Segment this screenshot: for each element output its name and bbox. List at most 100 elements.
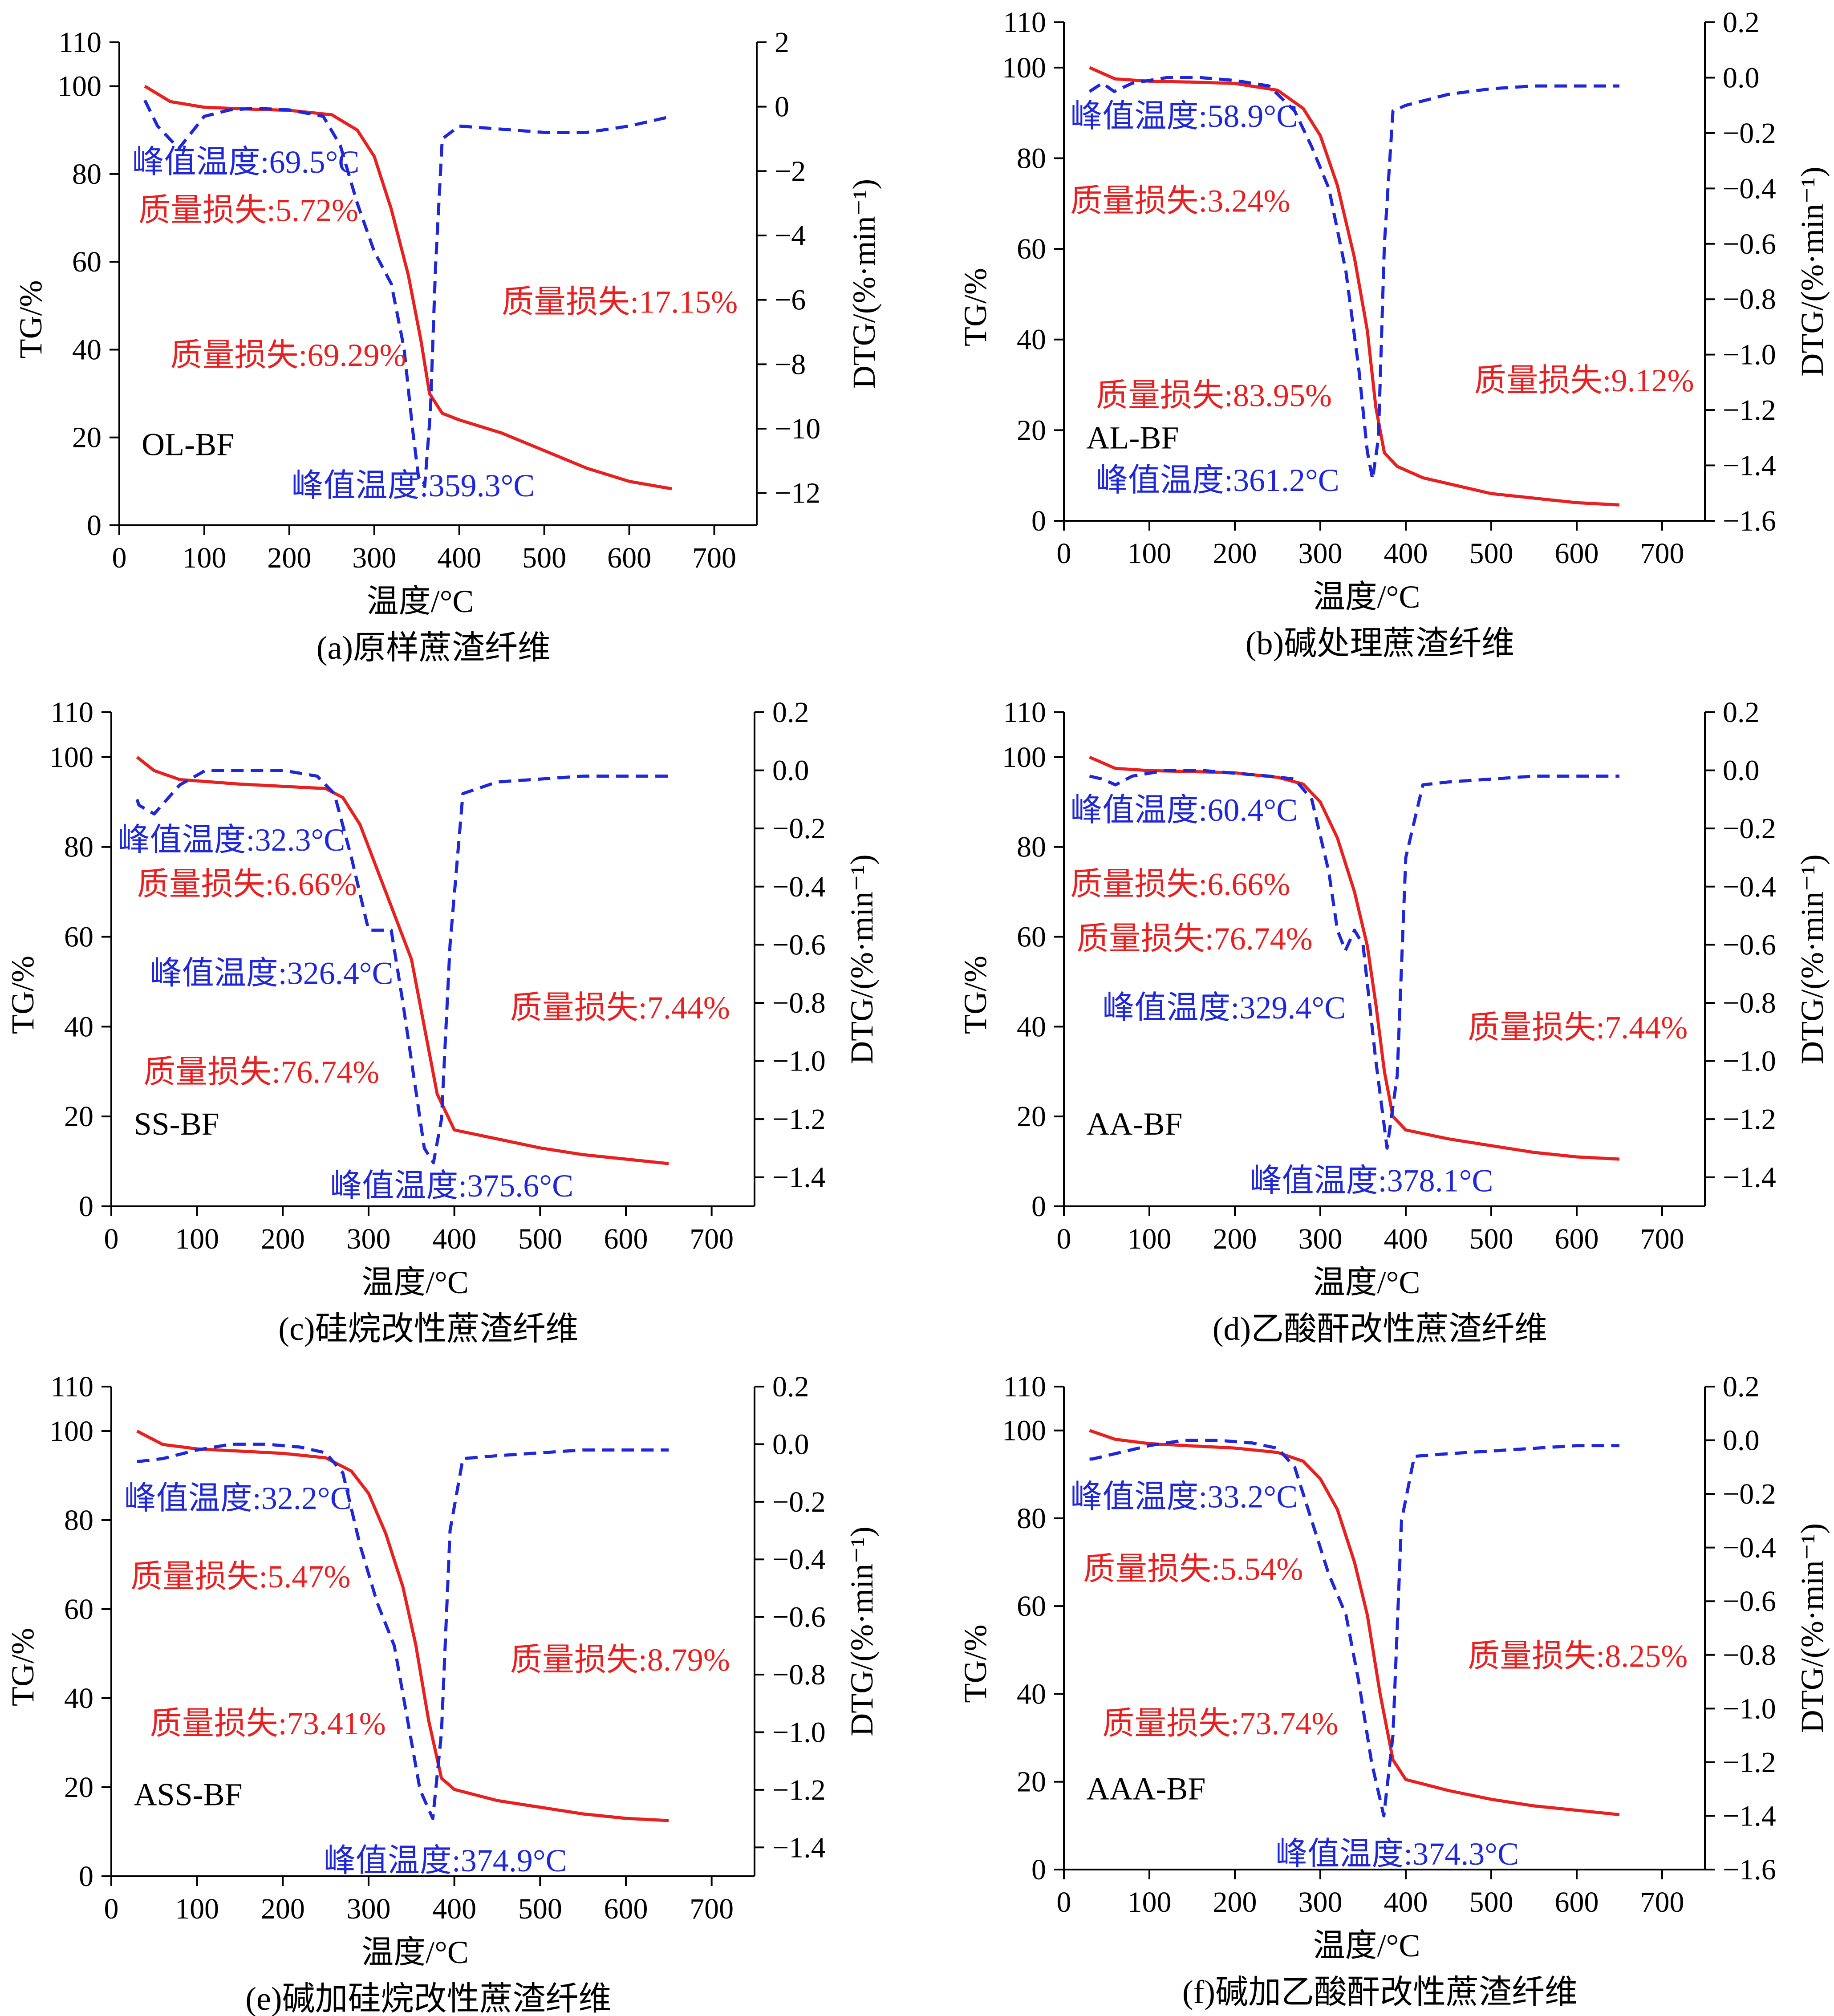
x-axis-title: 温度/°C: [361, 1935, 469, 1970]
y-right-tick-label: 0.2: [1723, 6, 1760, 39]
x-tick-label: 700: [690, 1893, 734, 1925]
y-left-tick-label: 100: [1002, 52, 1046, 84]
x-tick-label: 0: [1057, 1886, 1071, 1919]
panel-caption: (f)碱加乙酸酐改性蔗渣纤维: [1182, 1974, 1578, 2011]
y-right-tick-label: 0.2: [772, 1371, 809, 1403]
y-right-tick-label: −0.6: [1723, 1585, 1776, 1618]
annotation-label: 峰值温度:329.4°C: [1102, 990, 1346, 1026]
panel-caption: (d)乙酸酐改性蔗渣纤维: [1213, 1311, 1547, 1347]
y-left-tick-label: 20: [64, 1100, 93, 1133]
dtg-curve: [1089, 1439, 1619, 1817]
x-axis-title: 温度/°C: [1313, 1265, 1420, 1300]
y-left-tick-label: 110: [1003, 1371, 1046, 1403]
x-tick-label: 400: [432, 1223, 476, 1255]
y-left-tick-label: 110: [50, 696, 93, 729]
annotation-label: 峰值温度:32.2°C: [124, 1481, 352, 1516]
y-right-tick-label: −1.0: [772, 1045, 826, 1078]
y-right-tick-label: −0.2: [1723, 117, 1776, 150]
sample-label: OL-BF: [142, 427, 234, 462]
y-left-tick-label: 110: [58, 26, 101, 59]
y-right-tick-label: −1.4: [1723, 1800, 1776, 1832]
x-tick-label: 0: [112, 542, 127, 574]
x-tick-label: 100: [175, 1893, 219, 1925]
annotation-label: 峰值温度:374.9°C: [324, 1843, 567, 1878]
x-tick-label: 200: [261, 1893, 305, 1925]
x-tick-label: 200: [267, 542, 311, 574]
x-tick-label: 200: [1213, 1223, 1257, 1255]
y-left-tick-label: 110: [1003, 696, 1046, 729]
y-left-tick-label: 40: [64, 1010, 93, 1043]
y-right-tick-label: −0.4: [1723, 1532, 1776, 1564]
annotation-label: 质量损失:73.41%: [150, 1706, 386, 1741]
x-tick-label: 0: [104, 1893, 119, 1925]
y-right-tick-label: −1.4: [1723, 1161, 1776, 1194]
sample-label: SS-BF: [134, 1106, 219, 1142]
x-tick-label: 600: [1555, 537, 1599, 570]
x-tick-label: 0: [1057, 1223, 1071, 1255]
x-tick-label: 400: [1384, 1223, 1428, 1255]
chart-panel-c: 0 100 200 300 400 500 600 700 0 20 40 60 80 100 110 0.2…: [5, 696, 880, 1347]
y-right-axis-title: DTG/(%·min⁻¹): [846, 179, 882, 389]
x-tick-label: 200: [1213, 1886, 1257, 1919]
tg-curve: [1089, 755, 1620, 1161]
panel-caption: (b)碱处理蔗渣纤维: [1246, 625, 1514, 662]
y-right-tick-label: −1.2: [772, 1774, 826, 1806]
x-tick-label: 600: [607, 542, 651, 574]
annotation-label: 质量损失:6.66%: [1070, 867, 1290, 902]
x-tick-label: 600: [1555, 1886, 1599, 1919]
annotation-label: 质量损失:6.66%: [137, 867, 357, 902]
annotation-label: 质量损失:8.79%: [510, 1642, 730, 1678]
annotation-label: 峰值温度:375.6°C: [330, 1168, 573, 1204]
annotation-label: 质量损失:8.25%: [1468, 1638, 1688, 1674]
y-right-tick-label: −0.4: [1723, 172, 1776, 205]
x-tick-label: 300: [1298, 1886, 1343, 1919]
y-right-tick-label: −1.4: [772, 1161, 826, 1194]
y-right-tick-label: −0.4: [772, 871, 826, 903]
x-tick-label: 500: [518, 1893, 562, 1925]
y-left-tick-label: 20: [1017, 1766, 1046, 1798]
x-tick-label: 600: [604, 1893, 648, 1925]
annotation-label: 质量损失:5.54%: [1083, 1551, 1303, 1587]
y-left-tick-label: 100: [1002, 741, 1046, 774]
x-tick-label: 400: [1384, 537, 1428, 570]
annotation-label: 质量损失:5.72%: [138, 192, 358, 228]
tg-curve: [136, 1429, 669, 1822]
annotation-label: 峰值温度:58.9°C: [1070, 98, 1298, 134]
x-axis-title: 温度/°C: [367, 584, 474, 619]
y-left-tick-label: 40: [1017, 1678, 1046, 1710]
y-right-tick-label: −0.2: [772, 812, 826, 845]
annotation-label: 峰值温度:374.3°C: [1275, 1836, 1519, 1872]
annotation-label: 峰值温度:326.4°C: [150, 956, 394, 991]
panel-caption: (e)碱加硅烷改性蔗渣纤维: [245, 1981, 611, 2016]
annotation-label: 峰值温度:69.5°C: [132, 144, 360, 180]
y-right-axis-title: DTG/(%·min⁻¹): [844, 854, 880, 1064]
x-tick-label: 500: [1469, 537, 1513, 570]
x-tick-label: 700: [690, 1223, 734, 1255]
y-right-tick-label: −0.2: [1723, 812, 1776, 845]
y-left-tick-label: 60: [1017, 1590, 1046, 1623]
x-axis-title: 温度/°C: [1313, 1928, 1420, 1963]
y-left-tick-label: 100: [1002, 1415, 1046, 1447]
x-axis-title: 温度/°C: [1313, 579, 1420, 615]
dtg-curve: [143, 99, 672, 488]
panel-caption: (c)硅烷改性蔗渣纤维: [278, 1311, 578, 1347]
y-left-tick-label: 0: [1031, 1190, 1046, 1223]
y-right-tick-label: −0.4: [1723, 871, 1776, 903]
x-tick-label: 200: [261, 1223, 305, 1255]
y-left-tick-label: 0: [1031, 505, 1046, 537]
y-right-tick-label: −1.4: [772, 1831, 826, 1864]
y-right-tick-label: 2: [775, 26, 789, 59]
y-left-tick-label: 80: [72, 158, 101, 191]
y-left-tick-label: 60: [72, 246, 101, 278]
y-left-tick-label: 0: [1031, 1854, 1046, 1886]
annotation-label: 质量损失:76.74%: [143, 1055, 379, 1090]
x-tick-label: 0: [1057, 537, 1071, 570]
y-right-axis-title: DTG/(%·min⁻¹): [1794, 854, 1830, 1064]
x-tick-label: 400: [432, 1893, 476, 1925]
y-right-tick-label: 0.0: [1723, 754, 1760, 787]
annotation-label: 质量损失:73.74%: [1102, 1706, 1338, 1741]
chart-panel-e: 0 100 200 300 400 500 600 700 0 20 40 60 80 100 110 0.2…: [5, 1371, 880, 2016]
y-right-tick-label: −0.8: [1723, 987, 1776, 1019]
sample-label: AL-BF: [1086, 420, 1179, 456]
